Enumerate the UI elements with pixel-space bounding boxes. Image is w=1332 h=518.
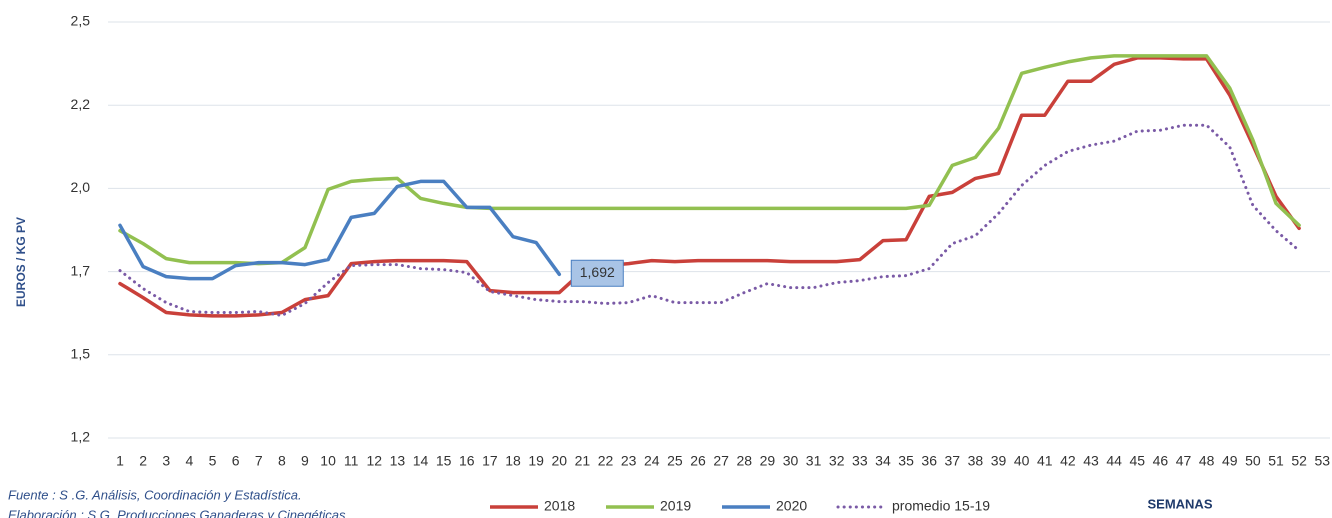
- x-tick-label: 43: [1083, 453, 1099, 469]
- x-tick-label: 35: [898, 453, 914, 469]
- x-axis-label: SEMANAS: [1147, 496, 1212, 511]
- x-tick-label: 50: [1245, 453, 1261, 469]
- x-tick-label: 49: [1222, 453, 1238, 469]
- x-tick-label: 18: [505, 453, 521, 469]
- series-line: [118, 123, 1301, 317]
- legend-label: 2019: [660, 498, 691, 514]
- x-tick-label: 38: [968, 453, 984, 469]
- x-tick-label: 12: [367, 453, 383, 469]
- x-tick-label: 21: [575, 453, 591, 469]
- source: Fuente : S .G. Análisis, Coordinación y …: [8, 487, 302, 502]
- y-tick-label: 2,5: [71, 13, 91, 29]
- x-tick-label: 25: [667, 453, 683, 469]
- x-tick-label: 3: [162, 453, 170, 469]
- x-tick-label: 5: [209, 453, 217, 469]
- x-tick-label: 9: [301, 453, 309, 469]
- x-tick-label: 40: [1014, 453, 1030, 469]
- x-tick-label: 15: [436, 453, 452, 469]
- x-tick-label: 7: [255, 453, 263, 469]
- x-tick-label: 16: [459, 453, 475, 469]
- x-tick-label: 26: [690, 453, 706, 469]
- x-tick-label: 30: [783, 453, 799, 469]
- y-tick-label: 2,2: [71, 96, 91, 112]
- x-tick-label: 20: [551, 453, 567, 469]
- y-tick-label: 2,0: [71, 179, 91, 195]
- x-tick-label: 45: [1129, 453, 1145, 469]
- legend-label: 2020: [776, 498, 807, 514]
- x-tick-label: 10: [320, 453, 336, 469]
- x-tick-label: 53: [1314, 453, 1330, 469]
- x-tick-label: 4: [185, 453, 193, 469]
- x-tick-label: 14: [413, 453, 429, 469]
- y-tick-label: 1,5: [71, 346, 91, 362]
- x-tick-label: 23: [621, 453, 637, 469]
- x-tick-label: 11: [344, 453, 359, 469]
- data-label-box: [570, 259, 624, 287]
- x-tick-label: 19: [528, 453, 544, 469]
- x-tick-label: 42: [1060, 453, 1076, 469]
- series-line: [118, 56, 1301, 318]
- x-tick-label: 29: [760, 453, 776, 469]
- y-axis-label: EUROS / KG PV: [14, 217, 28, 307]
- x-tick-label: 24: [644, 453, 660, 469]
- x-tick-label: 17: [482, 453, 498, 469]
- x-tick-label: 31: [806, 453, 822, 469]
- x-tick-label: 41: [1037, 453, 1053, 469]
- y-tick-label: 1,7: [71, 262, 91, 278]
- x-tick-label: 22: [598, 453, 614, 469]
- x-tick-label: 34: [875, 453, 891, 469]
- x-tick-label: 48: [1199, 453, 1215, 469]
- x-tick-label: 2: [139, 453, 147, 469]
- x-tick-label: 27: [713, 453, 729, 469]
- series-line: [118, 54, 1301, 266]
- x-tick-label: 13: [390, 453, 406, 469]
- data-label: 1,692: [580, 264, 615, 280]
- x-tick-label: 37: [945, 453, 961, 469]
- legend-label: 2018: [544, 498, 575, 514]
- x-tick-label: 47: [1176, 453, 1192, 469]
- x-tick-label: 1: [116, 453, 124, 469]
- x-tick-label: 36: [921, 453, 937, 469]
- x-tick-label: 28: [736, 453, 752, 469]
- credit: Elaboración : S.G. Producciones Ganadera…: [8, 507, 346, 518]
- series-line: [118, 179, 562, 281]
- x-tick-label: 52: [1291, 453, 1307, 469]
- x-tick-label: 44: [1106, 453, 1122, 469]
- x-tick-label: 51: [1268, 453, 1284, 469]
- x-tick-label: 39: [991, 453, 1007, 469]
- legend-label: promedio 15-19: [892, 498, 990, 514]
- x-tick-label: 33: [852, 453, 868, 469]
- y-tick-label: 1,2: [71, 429, 91, 445]
- x-tick-label: 8: [278, 453, 286, 469]
- x-tick-label: 6: [232, 453, 240, 469]
- x-tick-label: 32: [829, 453, 845, 469]
- x-tick-label: 46: [1153, 453, 1169, 469]
